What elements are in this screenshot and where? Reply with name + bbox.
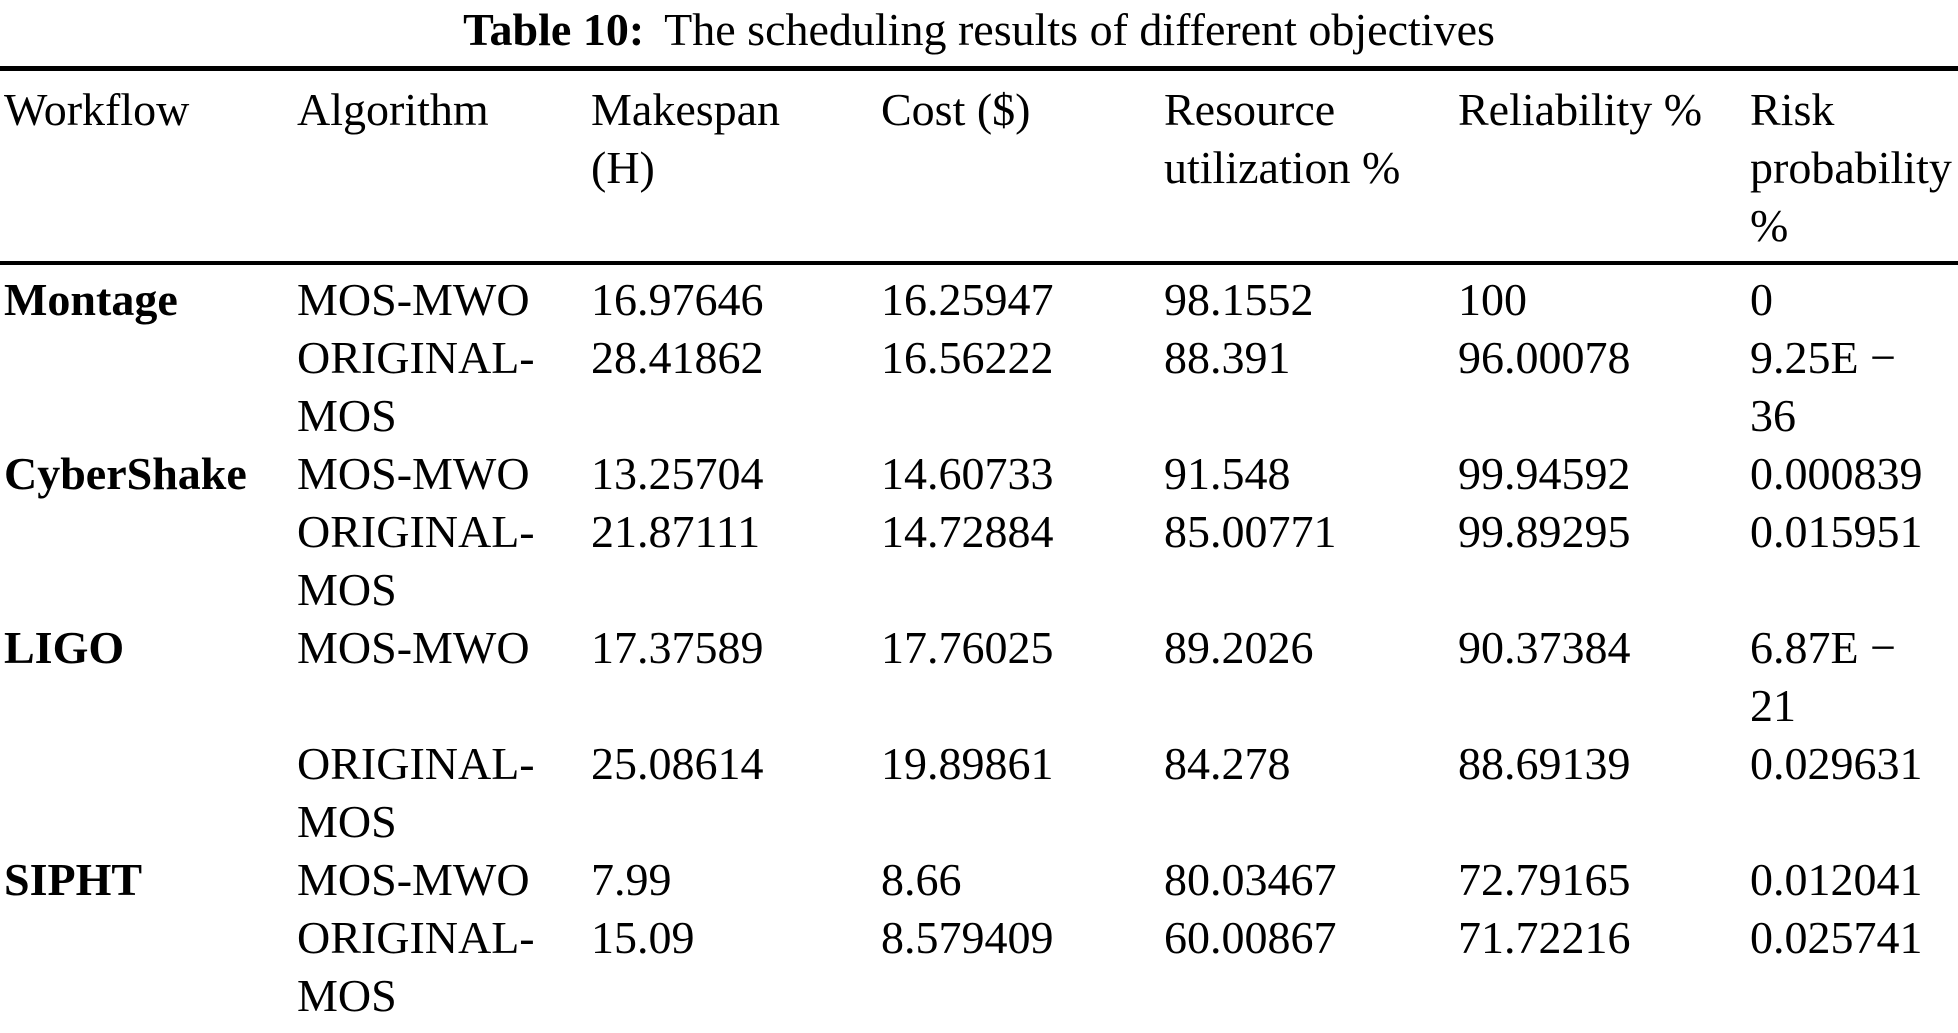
cell-cost: 16.25947 — [881, 274, 1054, 325]
cell-workflow: CyberShake — [4, 448, 247, 499]
cell-cost: 8.66 — [881, 854, 962, 905]
cell-risk: 0.025741 — [1750, 912, 1923, 963]
cell-utilization: 89.2026 — [1164, 622, 1314, 673]
cell-algorithm: MOS-MWO — [297, 622, 530, 673]
header-row: Workflow Algorithm Makespan (H) Cost ($)… — [0, 68, 1958, 265]
table-row: Montage MOS-MWO 16.97646 16.25947 98.155… — [0, 263, 1958, 329]
cell-cost: 14.72884 — [881, 506, 1054, 557]
cell-algorithm: ORIGINAL-MOS — [297, 912, 535, 1021]
cell-algorithm: ORIGINAL-MOS — [297, 332, 535, 441]
cell-risk: 0.015951 — [1750, 506, 1923, 557]
cell-makespan: 13.25704 — [591, 448, 764, 499]
cell-makespan: 21.87111 — [591, 506, 761, 557]
table-row: ORIGINAL-MOS 21.87111 14.72884 85.00771 … — [0, 503, 1958, 619]
cell-utilization: 88.391 — [1164, 332, 1291, 383]
cell-makespan: 17.37589 — [591, 622, 764, 673]
cell-workflow — [0, 735, 297, 851]
cell-risk: 0.029631 — [1750, 738, 1923, 789]
results-table: Workflow Algorithm Makespan (H) Cost ($)… — [0, 66, 1958, 1033]
cell-risk: 0.000839 — [1750, 448, 1923, 499]
cell-reliability: 100 — [1458, 274, 1527, 325]
cell-makespan: 16.97646 — [591, 274, 764, 325]
cell-risk: 0 — [1750, 274, 1773, 325]
table-row: CyberShake MOS-MWO 13.25704 14.60733 91.… — [0, 445, 1958, 503]
table-body: Montage MOS-MWO 16.97646 16.25947 98.155… — [0, 263, 1958, 1033]
cell-workflow: SIPHT — [4, 854, 143, 905]
cell-cost: 8.579409 — [881, 912, 1054, 963]
table-caption: Table 10: The scheduling results of diffe… — [0, 2, 1958, 58]
cell-cost: 16.56222 — [881, 332, 1054, 383]
cell-utilization: 60.00867 — [1164, 912, 1337, 963]
cell-utilization: 84.278 — [1164, 738, 1291, 789]
col-header-risk: Risk probability % — [1750, 68, 1958, 265]
cell-algorithm: MOS-MWO — [297, 448, 530, 499]
cell-reliability: 96.00078 — [1458, 332, 1631, 383]
cell-workflow — [0, 329, 297, 445]
cell-algorithm: MOS-MWO — [297, 274, 530, 325]
table-caption-text: The scheduling results of different obje… — [664, 4, 1495, 55]
cell-cost: 19.89861 — [881, 738, 1054, 789]
cell-risk: 6.87E − 21 — [1750, 622, 1897, 731]
col-header-workflow: Workflow — [0, 68, 297, 265]
col-header-cost: Cost ($) — [881, 68, 1164, 265]
cell-reliability: 72.79165 — [1458, 854, 1631, 905]
cell-cost: 14.60733 — [881, 448, 1054, 499]
cell-reliability: 71.72216 — [1458, 912, 1631, 963]
col-header-reliability: Reliability % — [1458, 68, 1750, 265]
cell-makespan: 15.09 — [591, 912, 695, 963]
cell-reliability: 90.37384 — [1458, 622, 1631, 673]
table-row: ORIGINAL-MOS 15.09 8.579409 60.00867 71.… — [0, 909, 1958, 1033]
table-row: ORIGINAL-MOS 25.08614 19.89861 84.278 88… — [0, 735, 1958, 851]
table-caption-label: Table 10: — [463, 4, 645, 55]
cell-reliability: 99.94592 — [1458, 448, 1631, 499]
cell-risk: 0.012041 — [1750, 854, 1923, 905]
col-header-algorithm: Algorithm — [297, 68, 591, 265]
cell-makespan: 7.99 — [591, 854, 672, 905]
cell-makespan: 25.08614 — [591, 738, 764, 789]
col-header-utilization: Resource utilization % — [1164, 68, 1458, 265]
col-header-makespan: Makespan (H) — [591, 68, 881, 265]
table-row: SIPHT MOS-MWO 7.99 8.66 80.03467 72.7916… — [0, 851, 1958, 909]
cell-workflow — [0, 503, 297, 619]
cell-algorithm: MOS-MWO — [297, 854, 530, 905]
cell-workflow — [0, 909, 297, 1033]
cell-workflow: LIGO — [4, 622, 125, 673]
table-row: ORIGINAL-MOS 28.41862 16.56222 88.391 96… — [0, 329, 1958, 445]
cell-utilization: 85.00771 — [1164, 506, 1337, 557]
cell-utilization: 80.03467 — [1164, 854, 1337, 905]
cell-algorithm: ORIGINAL-MOS — [297, 738, 535, 847]
cell-reliability: 88.69139 — [1458, 738, 1631, 789]
cell-workflow: Montage — [4, 274, 178, 325]
cell-cost: 17.76025 — [881, 622, 1054, 673]
table-header: Workflow Algorithm Makespan (H) Cost ($)… — [0, 68, 1958, 265]
cell-utilization: 91.548 — [1164, 448, 1291, 499]
cell-makespan: 28.41862 — [591, 332, 764, 383]
cell-algorithm: ORIGINAL-MOS — [297, 506, 535, 615]
cell-reliability: 99.89295 — [1458, 506, 1631, 557]
cell-risk: 9.25E − 36 — [1750, 332, 1897, 441]
table-row: LIGO MOS-MWO 17.37589 17.76025 89.2026 9… — [0, 619, 1958, 735]
cell-utilization: 98.1552 — [1164, 274, 1314, 325]
